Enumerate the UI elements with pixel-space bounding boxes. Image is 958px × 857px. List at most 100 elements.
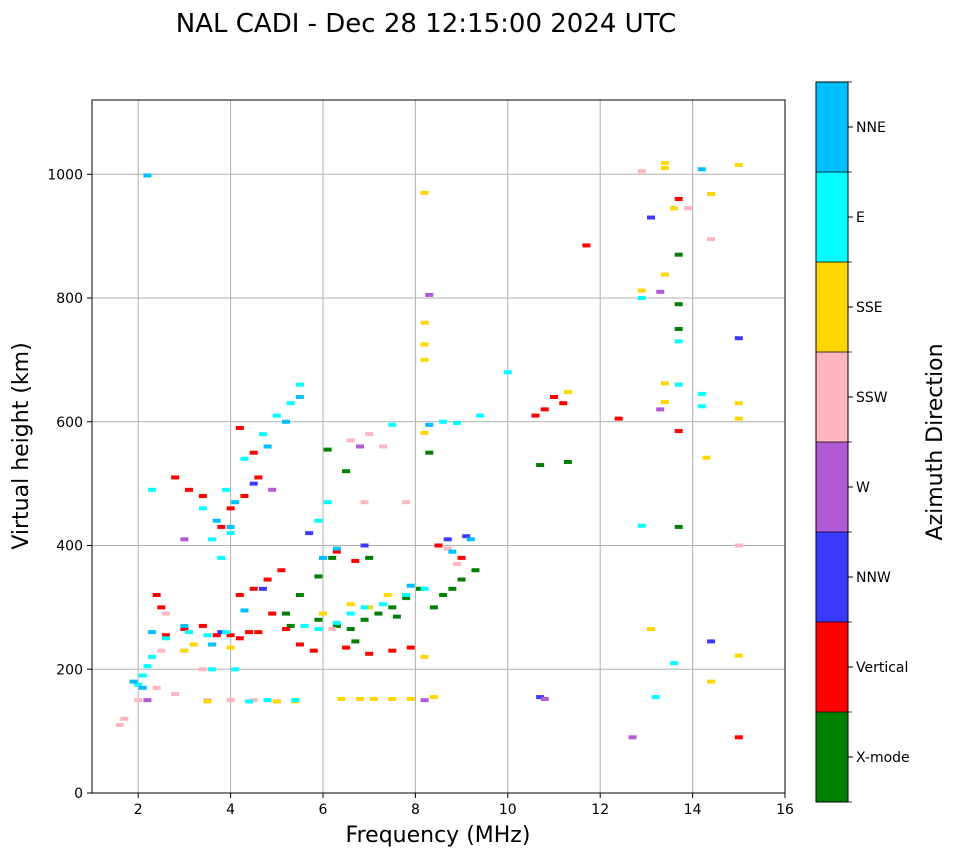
data-point-vertical — [268, 611, 277, 616]
data-point-e — [388, 422, 397, 427]
colorbar-segment — [816, 622, 848, 712]
y-tick-label: 600 — [56, 415, 83, 431]
data-point-e — [452, 420, 461, 425]
data-point-e — [637, 523, 646, 528]
data-point-vertical — [226, 506, 235, 511]
x-tick-label: 8 — [411, 802, 420, 818]
colorbar-segments — [816, 82, 848, 802]
data-point-sse — [420, 357, 429, 362]
plot-background — [92, 100, 785, 793]
data-point-w — [143, 698, 152, 703]
data-point-nnw — [443, 537, 452, 542]
data-point-vertical — [351, 558, 360, 563]
data-point-vertical — [309, 648, 318, 653]
data-point-nnw — [536, 695, 545, 700]
colorbar-label-x-mode: X-mode — [856, 750, 910, 766]
data-point-vertical — [226, 633, 235, 638]
data-point-nne — [208, 642, 217, 647]
data-point-e — [674, 382, 683, 387]
data-point-e — [323, 500, 332, 505]
data-point-vertical — [157, 605, 166, 610]
data-point-nnw — [360, 543, 369, 548]
data-point-vertical — [235, 593, 244, 597]
data-point-nne — [180, 623, 189, 628]
data-point-x-mode — [402, 596, 411, 601]
data-point-vertical — [674, 197, 683, 201]
data-point-e — [402, 593, 411, 597]
data-point-ssw — [734, 543, 743, 548]
data-point-sse — [734, 401, 743, 406]
colorbar-label-nne: NNE — [856, 120, 886, 136]
colorbar-labels: X-mode Vertical NNW W SSW SSE E NNE — [816, 81, 910, 803]
data-point-x-mode — [392, 614, 401, 619]
data-point-sse — [707, 679, 716, 684]
data-point-e — [314, 518, 323, 523]
data-point-x-mode — [351, 639, 360, 644]
data-point-x-mode — [448, 586, 457, 591]
data-point-e — [143, 664, 152, 669]
data-point-e — [203, 633, 212, 638]
data-point-e — [651, 695, 660, 700]
x-axis-ticks: 2 4 6 8 10 12 14 16 — [134, 793, 794, 818]
data-point-nnw — [707, 639, 716, 644]
data-point-vertical — [277, 568, 286, 573]
data-point-ssw — [115, 722, 124, 727]
data-point-vertical — [152, 593, 161, 597]
data-point-nne — [282, 419, 291, 424]
y-axis-ticks: 0 200 400 600 800 1000 — [47, 167, 92, 802]
data-point-sse — [189, 642, 198, 647]
data-point-x-mode — [365, 555, 374, 560]
x-tick-label: 4 — [226, 802, 235, 818]
y-tick-label: 800 — [56, 291, 83, 307]
colorbar-label-sse: SSE — [856, 300, 883, 316]
data-point-x-mode — [471, 568, 480, 573]
data-point-vertical — [674, 429, 683, 434]
data-point-e — [221, 630, 230, 635]
data-point-e — [697, 391, 706, 396]
data-point-sse — [734, 416, 743, 421]
data-point-e — [670, 661, 679, 666]
data-point-e — [148, 654, 157, 659]
data-point-vertical — [171, 475, 180, 480]
data-point-x-mode — [332, 623, 341, 628]
data-point-e — [697, 404, 706, 409]
data-point-nnw — [647, 215, 656, 220]
data-point-sse — [660, 161, 669, 166]
data-point-e — [476, 413, 485, 418]
data-point-e — [185, 630, 194, 635]
colorbar-label-e: E — [856, 210, 865, 226]
data-point-x-mode — [674, 302, 683, 307]
data-point-vertical — [212, 633, 221, 638]
data-point-e — [226, 531, 235, 536]
data-point-e — [637, 296, 646, 300]
x-tick-label: 2 — [134, 802, 143, 818]
data-point-nne — [466, 537, 475, 542]
x-axis-label: Frequency (MHz) — [346, 823, 531, 848]
data-point-vertical — [295, 642, 304, 647]
data-point-vertical — [245, 630, 254, 635]
data-point-ssw — [152, 685, 161, 690]
data-point-sse — [420, 342, 429, 347]
data-point-e — [231, 667, 240, 672]
data-marks — [115, 161, 743, 740]
data-point-nne — [263, 444, 272, 449]
data-point-ssw — [365, 432, 374, 437]
data-point-e — [360, 605, 369, 610]
data-point-vertical — [263, 577, 272, 582]
data-point-nnw — [462, 534, 471, 539]
data-point-vertical — [342, 645, 351, 650]
data-point-w — [420, 698, 429, 703]
data-point-vertical — [249, 586, 258, 591]
data-point-w — [180, 537, 189, 542]
data-point-ssw — [379, 444, 388, 449]
data-point-e — [263, 698, 272, 703]
data-point-x-mode — [346, 627, 355, 632]
data-point-ssw — [402, 500, 411, 505]
data-point-e — [245, 699, 254, 704]
data-point-sse — [319, 611, 327, 616]
data-point-nne — [240, 608, 249, 613]
data-point-e — [332, 620, 341, 625]
data-point-nne — [231, 500, 240, 505]
data-point-sse — [180, 648, 189, 653]
